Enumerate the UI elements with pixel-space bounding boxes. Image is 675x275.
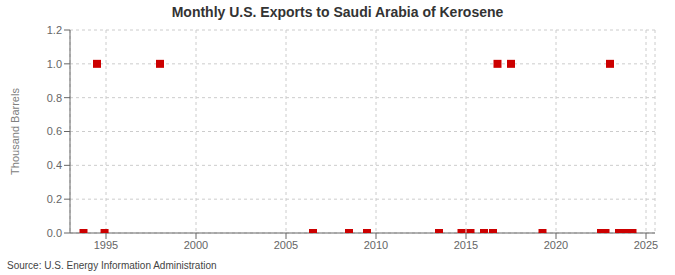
svg-text:0.2: 0.2 (47, 193, 62, 205)
svg-text:2005: 2005 (274, 239, 298, 251)
svg-text:2010: 2010 (364, 239, 388, 251)
svg-text:2015: 2015 (454, 239, 478, 251)
html-text:Source: U.S. Energy Informatio: Source: U.S. Energy Information Administ… (7, 260, 217, 271)
svg-text:2025: 2025 (634, 239, 658, 251)
svg-text:0.6: 0.6 (47, 125, 62, 137)
svg-text:1.2: 1.2 (47, 24, 62, 36)
html-text:Monthly U.S. Exports to Saudi: Monthly U.S. Exports to Saudi Arabia of … (171, 4, 504, 20)
svg-text:2000: 2000 (184, 239, 208, 251)
svg-text:1995: 1995 (94, 239, 118, 251)
svg-text:1.0: 1.0 (47, 58, 62, 70)
svg-text:0.0: 0.0 (47, 227, 62, 239)
svg-text:0.4: 0.4 (47, 159, 62, 171)
svg-text:0.8: 0.8 (47, 92, 62, 104)
svg-text:Thousand Barrels: Thousand Barrels (9, 88, 21, 175)
svg-text:2020: 2020 (544, 239, 568, 251)
